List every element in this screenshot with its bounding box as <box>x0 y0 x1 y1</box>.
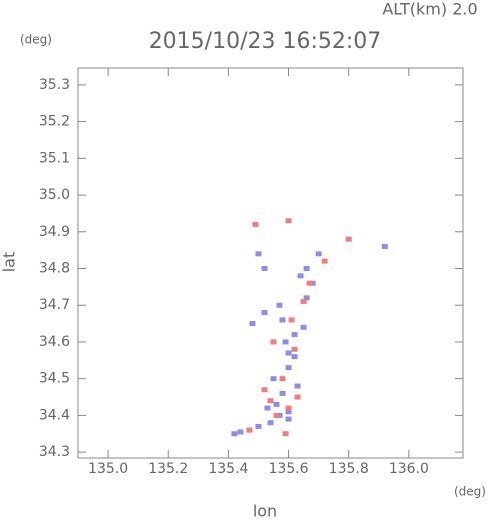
radar-cell <box>237 429 244 435</box>
subtitle: ALT(km) 2.0 <box>382 0 477 19</box>
radar-cell <box>270 376 277 382</box>
radar-cell <box>294 394 301 400</box>
x-tick-label: 135.2 <box>148 461 188 477</box>
radar-cell <box>231 431 238 437</box>
y-tick-label: 35.1 <box>39 150 70 166</box>
x-axis-label: lon <box>253 502 277 521</box>
radar-cell <box>303 295 310 301</box>
radar-cell <box>282 339 289 345</box>
x-tick-label: 135.6 <box>269 461 309 477</box>
radar-cell <box>264 405 271 411</box>
radar-cell <box>261 266 268 272</box>
y-tick-label: 34.8 <box>39 261 70 277</box>
x-tick-label: 136.0 <box>389 461 429 477</box>
chart-title: 2015/10/23 16:52:07 <box>149 29 382 54</box>
radar-cell <box>267 398 274 404</box>
radar-cell <box>285 416 292 422</box>
radar-cell <box>297 273 304 279</box>
radar-cell <box>285 405 292 411</box>
radar-cell <box>246 427 253 433</box>
y-tick-label: 35.0 <box>39 187 70 203</box>
x-tick-label: 135.8 <box>329 461 369 477</box>
y-axis-label: lat <box>0 252 19 273</box>
radar-cell <box>252 221 259 227</box>
y-tick-label: 34.7 <box>39 297 70 313</box>
radar-cell <box>291 346 298 352</box>
radar-cell <box>255 251 262 257</box>
radar-cell <box>270 339 277 345</box>
radar-cell <box>285 218 292 224</box>
y-tick-label: 34.5 <box>39 371 70 387</box>
x-tick-label: 135.0 <box>88 461 128 477</box>
radar-cell <box>285 350 292 356</box>
radar-cell <box>294 383 301 389</box>
radar-cell <box>300 324 307 330</box>
radar-cell <box>315 251 322 257</box>
y-tick-label: 35.2 <box>39 114 70 130</box>
x-unit: (deg) <box>454 485 486 499</box>
radar-cell <box>285 409 292 415</box>
radar-cell <box>279 390 286 396</box>
radar-cell <box>273 412 280 418</box>
y-tick-label: 34.9 <box>39 224 70 240</box>
x-tick-label: 135.4 <box>208 461 248 477</box>
radar-cell <box>303 266 310 272</box>
radar-cell <box>279 376 286 382</box>
radar-cell <box>285 365 292 371</box>
radar-cell <box>255 423 262 429</box>
radar-cell <box>291 332 298 338</box>
radar-cell <box>267 420 274 426</box>
y-tick-label: 35.3 <box>39 77 70 93</box>
radar-cell <box>276 302 283 308</box>
radar-cell <box>345 236 352 242</box>
radar-cell <box>300 299 307 305</box>
y-unit: (deg) <box>20 33 52 47</box>
radar-cell <box>381 243 388 249</box>
y-tick-label: 34.4 <box>39 407 70 423</box>
radar-cell <box>291 354 298 360</box>
radar-cell <box>276 412 283 418</box>
radar-cell <box>282 431 289 437</box>
radar-cell <box>288 317 295 323</box>
y-tick-label: 34.3 <box>39 444 70 460</box>
plot-frame <box>77 67 464 459</box>
radar-cell <box>309 280 316 286</box>
y-tick-label: 34.6 <box>39 334 70 350</box>
radar-cell <box>273 401 280 407</box>
radar-cell <box>321 258 328 264</box>
radar-cell <box>249 321 256 327</box>
radar-cell <box>279 317 286 323</box>
radar-cell <box>306 280 313 286</box>
radar-cell <box>261 310 268 316</box>
radar-cell <box>261 387 268 393</box>
